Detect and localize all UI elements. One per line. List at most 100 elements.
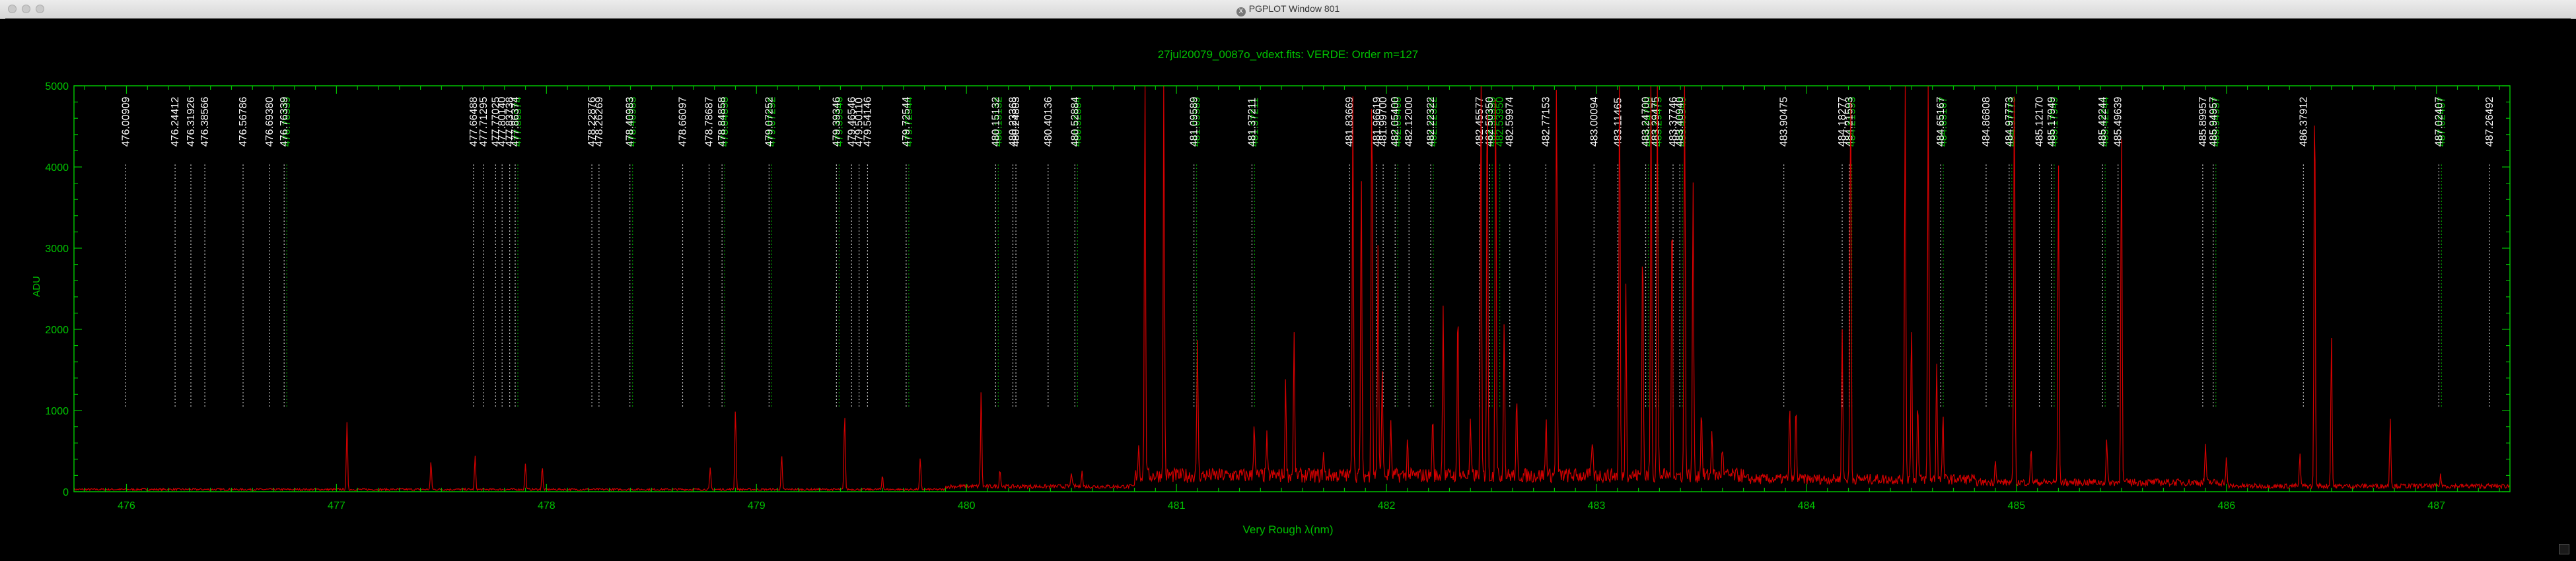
spectrum-line (73, 85, 2511, 492)
white-reference-label: 477.80140 (497, 97, 508, 147)
white-reference-label: 476.00909 (120, 97, 131, 147)
white-reference-label: 479.07252 (764, 97, 775, 147)
white-reference-label: 478.84858 (717, 97, 728, 147)
white-reference-label: 482.12000 (1404, 97, 1415, 147)
x-tick-label: 483 (1588, 500, 1606, 512)
green-reference-label: 487.02407 (2436, 97, 2447, 147)
white-reference-label: 476.76339 (279, 97, 290, 147)
green-reference-label: 484.21593 (1847, 97, 1858, 147)
y-tick-label: 1000 (45, 406, 69, 417)
white-reference-label: 485.17949 (2046, 97, 2057, 147)
white-reference-label: 485.94957 (2208, 97, 2219, 147)
x-tick-label: 484 (1798, 500, 1816, 512)
white-reference-label: 482.77153 (1540, 97, 1552, 147)
green-reference-label: 484.65167 (1938, 97, 1949, 147)
white-reference-label: 480.15132 (990, 97, 1001, 147)
y-tick-label: 4000 (45, 162, 69, 174)
y-tick-label: 0 (63, 487, 69, 498)
white-reference-label: 487.26492 (2484, 97, 2495, 147)
white-reference-label: 479.54146 (862, 97, 873, 147)
green-reference-label: 479.39346 (834, 97, 845, 147)
resize-grip[interactable] (2559, 544, 2569, 554)
green-reference-label: 483.29475 (1653, 97, 1664, 147)
green-reference-label: 479.07252 (766, 97, 777, 147)
white-reference-label: 476.24412 (170, 97, 181, 147)
close-window-button[interactable] (8, 5, 17, 13)
window-title-text: PGPLOT Window 801 (1248, 3, 1340, 14)
white-reference-label: 483.37746 (1668, 97, 1679, 147)
green-reference-label: 483.40940 (1677, 97, 1688, 147)
white-reference-label: 481.99700 (1378, 97, 1389, 147)
y-tick-label: 5000 (45, 81, 69, 92)
white-reference-label: 479.46546 (846, 97, 857, 147)
x-tick-label: 481 (1168, 500, 1186, 512)
x11-icon: X (1236, 7, 1246, 16)
white-reference-label: 484.97773 (2004, 97, 2015, 147)
y-tick-label: 3000 (45, 244, 69, 255)
white-reference-label: 477.86374 (510, 97, 521, 147)
white-reference-label: 483.24700 (1641, 97, 1652, 147)
x-tick-label: 486 (2217, 500, 2235, 512)
white-reference-label: 484.65167 (1935, 97, 1947, 147)
white-reference-label: 481.09589 (1189, 97, 1200, 147)
white-reference-label: 487.02407 (2433, 97, 2445, 147)
window-title: X PGPLOT Window 801 (0, 3, 2576, 16)
green-reference-label: 482.05400 (1392, 97, 1404, 147)
white-reference-label: 478.22876 (587, 97, 598, 147)
white-reference-label: 479.50110 (854, 98, 865, 147)
x-tick-label: 479 (748, 500, 766, 512)
white-reference-label: 485.42244 (2097, 97, 2108, 147)
white-reference-label: 483.90475 (1779, 97, 1790, 147)
green-reference-label: 476.76339 (281, 97, 293, 147)
green-reference-label: 479.72544 (904, 97, 915, 147)
white-reference-label: 478.66097 (677, 97, 688, 147)
white-reference-label: 482.45577 (1474, 97, 1485, 147)
white-reference-label: 484.21593 (1844, 97, 1855, 147)
green-reference-label: 481.09589 (1192, 97, 1203, 147)
chart-title: 27jul20079_0087o_vdext.fits: VERDE: Orde… (1158, 48, 1419, 61)
green-reference-label: 480.15132 (993, 97, 1004, 147)
white-reference-label: 477.77025 (490, 97, 501, 147)
white-reference-label: 477.71295 (478, 97, 489, 147)
white-reference-label: 480.23368 (1008, 97, 1019, 147)
x-tick-label: 482 (1378, 500, 1396, 512)
white-reference-label: 480.40136 (1043, 97, 1054, 147)
white-reference-label: 485.49639 (2113, 97, 2124, 147)
white-reference-label: 482.50350 (1484, 97, 1495, 147)
plot-viewport[interactable]: 476.76339 477.86374 478.40983 478.84858 479.… (5, 18, 2571, 556)
white-reference-label: 476.38566 (199, 97, 211, 147)
x-tick-label: 487 (2427, 500, 2445, 512)
green-reference-label: 485.42244 (2100, 97, 2111, 147)
x-tick-label: 485 (2008, 500, 2026, 512)
x-tick-label: 476 (118, 500, 135, 512)
white-reference-label: 482.22322 (1425, 97, 1437, 147)
white-reference-label: 480.52884 (1069, 97, 1081, 147)
white-reference-label: 476.69380 (264, 97, 275, 147)
white-reference-label: 477.83738 (505, 97, 516, 147)
y-axis-label: ADU (31, 276, 42, 297)
window-titlebar[interactable]: X PGPLOT Window 801 (0, 0, 2576, 19)
white-reference-label: 476.31926 (186, 97, 197, 147)
white-reference-label: 476.56786 (238, 97, 249, 147)
y-tick-label: 2000 (45, 325, 69, 336)
white-reference-label: 480.24803 (1011, 97, 1022, 147)
zoom-window-button[interactable] (36, 5, 44, 13)
white-reference-label: 486.37912 (2298, 97, 2309, 147)
white-reference-label: 478.40983 (625, 97, 636, 147)
green-reference-label: 478.40983 (627, 97, 639, 147)
green-reference-label: 480.52884 (1072, 97, 1083, 147)
window-controls (8, 5, 44, 13)
white-reference-label: 482.59974 (1505, 97, 1516, 147)
minimize-window-button[interactable] (22, 5, 30, 13)
white-reference-label: 483.40940 (1674, 97, 1686, 147)
green-reference-label: 478.84858 (719, 97, 731, 147)
x-axis-label: Very Rough λ(nm) (1243, 523, 1334, 536)
white-reference-label: 484.86808 (1981, 97, 1992, 147)
green-reference-label: 484.97773 (2007, 97, 2018, 147)
white-reference-label: 478.26269 (594, 97, 605, 147)
x-tick-label: 480 (958, 500, 976, 512)
x-tick-label: 477 (328, 500, 345, 512)
white-reference-label: 485.89957 (2198, 97, 2209, 147)
green-reference-label: 485.17949 (2049, 97, 2060, 147)
green-reference-label: 477.86374 (513, 97, 524, 147)
